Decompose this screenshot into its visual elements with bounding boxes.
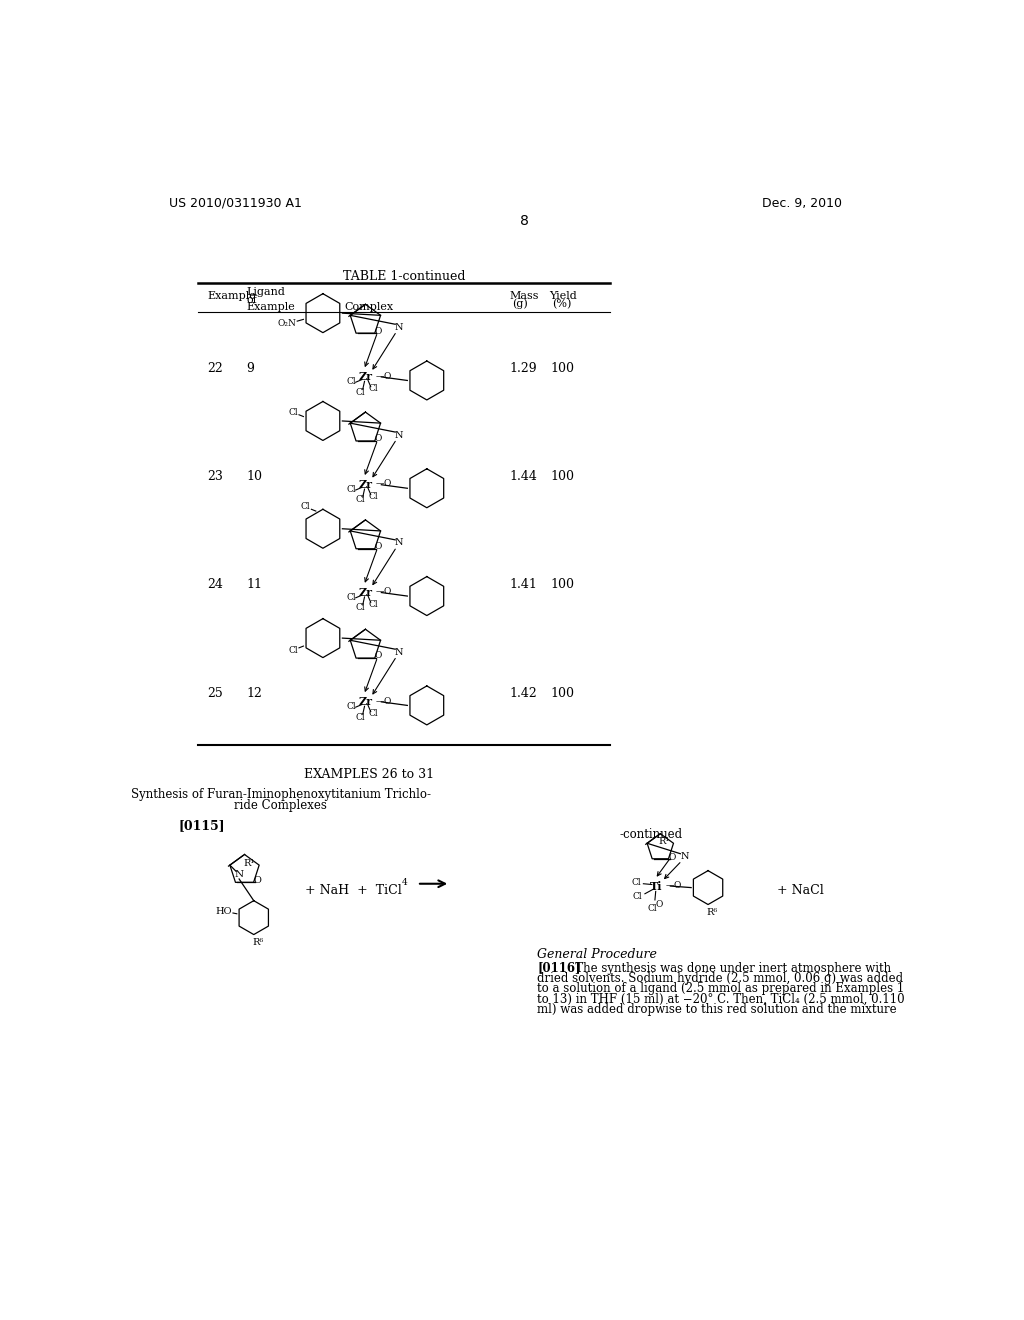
Text: 1.42: 1.42	[509, 688, 538, 701]
Text: The synthesis was done under inert atmosphere with: The synthesis was done under inert atmos…	[564, 961, 891, 974]
Text: Synthesis of Furan-Iminophenoxytitanium Trichlo-: Synthesis of Furan-Iminophenoxytitanium …	[131, 788, 431, 801]
Text: General Procedure: General Procedure	[538, 948, 657, 961]
Text: 1.29: 1.29	[509, 363, 537, 375]
Text: Cl: Cl	[301, 502, 310, 511]
Text: 10: 10	[246, 470, 262, 483]
Text: Example: Example	[208, 290, 256, 301]
Text: 9: 9	[246, 363, 254, 375]
Text: Yield: Yield	[550, 290, 578, 301]
Text: —O: —O	[376, 587, 392, 597]
Text: Cl: Cl	[355, 713, 365, 722]
Text: (g): (g)	[512, 298, 527, 309]
Text: + NaH  +  TiCl: + NaH + TiCl	[304, 884, 401, 896]
Text: Cl: Cl	[346, 378, 356, 385]
Text: [0116]: [0116]	[538, 961, 581, 974]
Text: 4: 4	[401, 878, 408, 887]
Text: 12: 12	[246, 688, 262, 701]
Text: Cl: Cl	[632, 878, 641, 887]
Text: ride Complexes: ride Complexes	[234, 799, 327, 812]
Text: Dec. 9, 2010: Dec. 9, 2010	[762, 197, 842, 210]
Text: -continued: -continued	[620, 829, 683, 841]
Text: Cl: Cl	[346, 484, 356, 494]
Text: —O: —O	[666, 880, 682, 890]
Text: Complex: Complex	[345, 302, 394, 313]
Text: R⁶: R⁶	[252, 937, 263, 946]
Text: —O: —O	[376, 697, 392, 706]
Text: 100: 100	[550, 363, 574, 375]
Text: —O: —O	[376, 372, 392, 380]
Text: to 13) in THF (15 ml) at −20° C. Then, TiCl₄ (2.5 mmol, 0.110: to 13) in THF (15 ml) at −20° C. Then, T…	[538, 993, 905, 1006]
Text: Zr: Zr	[358, 479, 373, 490]
Text: N: N	[395, 323, 403, 331]
Text: 22: 22	[208, 363, 223, 375]
Text: O: O	[253, 876, 261, 884]
Text: R¹: R¹	[658, 837, 670, 846]
Text: dried solvents. Sodium hydride (2.5 mmol, 0.06 g) was added: dried solvents. Sodium hydride (2.5 mmol…	[538, 972, 903, 985]
Text: TABLE 1-continued: TABLE 1-continued	[343, 271, 465, 282]
Text: O₂N: O₂N	[278, 319, 296, 329]
Text: N: N	[234, 870, 244, 879]
Text: Cl: Cl	[355, 388, 365, 396]
Text: US 2010/0311930 A1: US 2010/0311930 A1	[169, 197, 302, 210]
Text: EXAMPLES 26 to 31: EXAMPLES 26 to 31	[304, 768, 434, 781]
Text: 100: 100	[550, 688, 574, 701]
Text: 1.41: 1.41	[509, 578, 538, 591]
Text: 8: 8	[520, 214, 529, 228]
Text: Cl: Cl	[346, 702, 356, 711]
Text: of: of	[246, 294, 257, 305]
Text: ml) was added dropwise to this red solution and the mixture: ml) was added dropwise to this red solut…	[538, 1003, 897, 1016]
Text: O: O	[375, 543, 382, 552]
Text: O: O	[668, 853, 676, 862]
Text: 24: 24	[208, 578, 223, 591]
Text: Cl: Cl	[369, 492, 378, 500]
Text: N: N	[681, 853, 689, 861]
Text: 11: 11	[246, 578, 262, 591]
Text: 25: 25	[208, 688, 223, 701]
Text: Cl: Cl	[355, 495, 365, 504]
Text: Cl: Cl	[369, 599, 378, 609]
Text: Cl: Cl	[633, 892, 643, 902]
Text: Zr: Zr	[358, 371, 373, 383]
Text: [0115]: [0115]	[178, 818, 225, 832]
Text: Example: Example	[246, 302, 295, 313]
Text: Cl: Cl	[369, 384, 378, 393]
Text: Zr: Zr	[358, 587, 373, 598]
Text: Ti: Ti	[650, 880, 663, 891]
Text: Cl: Cl	[346, 593, 356, 602]
Text: 100: 100	[550, 578, 574, 591]
Text: Cl: Cl	[289, 408, 298, 417]
Text: R⁶: R⁶	[707, 908, 718, 917]
Text: 23: 23	[208, 470, 223, 483]
Text: 100: 100	[550, 470, 574, 483]
Text: to a solution of a ligand (2.5 mmol as prepared in Examples 1: to a solution of a ligand (2.5 mmol as p…	[538, 982, 904, 995]
Text: Mass: Mass	[509, 290, 539, 301]
Text: Cl: Cl	[355, 603, 365, 612]
Text: R¹: R¹	[244, 859, 255, 869]
Text: Cl: Cl	[369, 709, 378, 718]
Text: HO: HO	[216, 907, 232, 916]
Text: + NaCl: + NaCl	[777, 884, 824, 896]
Text: Cl: Cl	[648, 904, 657, 912]
Text: N: N	[395, 430, 403, 440]
Text: O: O	[655, 900, 664, 909]
Text: —O: —O	[376, 479, 392, 488]
Text: Zr: Zr	[358, 697, 373, 708]
Text: Ligand: Ligand	[246, 286, 285, 297]
Text: O: O	[375, 434, 382, 444]
Text: O: O	[375, 652, 382, 660]
Text: (%): (%)	[552, 298, 571, 309]
Text: N: N	[395, 648, 403, 657]
Text: 1.44: 1.44	[509, 470, 538, 483]
Text: N: N	[395, 539, 403, 548]
Text: Cl: Cl	[289, 645, 298, 655]
Text: O: O	[375, 326, 382, 335]
